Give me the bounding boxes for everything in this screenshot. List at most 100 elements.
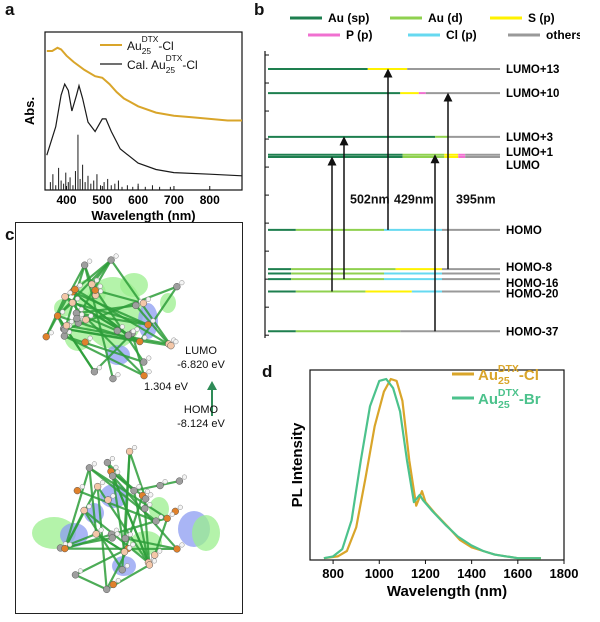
bond [72,301,149,326]
bond [88,466,168,520]
atom [107,256,115,264]
y-axis-label: Abs. [22,97,37,125]
legend-label: Au25DTX-Br [478,387,541,411]
atom [93,482,102,491]
bond [138,286,178,343]
panel-a-absorption-chart: 400 500 600 700 800 Wavelength (nm) Abs. Au25DT… [22,31,243,223]
bond [94,289,144,305]
hydrogen-atom [100,480,106,486]
hydrogen-atom [115,577,121,584]
x-tick-label: 1000 [365,566,394,581]
atom [120,548,129,556]
hydrogen-atom [77,282,83,288]
hydrogen-atom [74,296,80,302]
hydrogen-atom [48,330,54,336]
hydrogen-atom [79,311,85,318]
level-label: HOMO-8 [506,262,553,274]
hydrogen-atom [147,502,153,508]
x-tick-label: 800 [322,566,344,581]
hydrogen-atom [124,563,130,569]
hydrogen-atom [87,335,93,341]
level-label: HOMO-16 [506,278,558,290]
bond [74,288,172,347]
bond [96,486,108,590]
atom [91,286,99,294]
hydrogen-atom [94,277,100,283]
level-label: LUMO+10 [506,88,559,100]
hydrogen-atom [91,461,97,467]
hydrogen-atom [169,511,175,517]
legend-label: Au (sp) [328,11,369,25]
x-axis-label: Wavelength (nm) [91,208,195,223]
bond [143,508,151,566]
bond [63,335,145,377]
lumo-energy: -6.820 eV [177,359,225,371]
hydrogen-atom [67,542,73,548]
atom [62,321,71,330]
atom [61,293,69,301]
hydrogen-atom [158,514,164,520]
atom [60,332,69,340]
panel-c-orbital-figure: LUMO -6.820 eV 1.304 eV HOMO -8.124 eV [15,222,243,614]
hydrogen-atom [150,318,156,324]
hydrogen-atom [69,319,75,325]
homo-energy: -8.124 eV [177,418,225,430]
atom [144,321,152,329]
plot-frame [309,369,565,561]
bond [72,290,149,326]
level-label: LUMO+1 [506,147,554,159]
bond [88,467,98,535]
bond [106,462,151,566]
hydrogen-atom [148,492,154,498]
hydrogen-atom [114,531,120,537]
panel-b-energy-level-diagram: -5.0-5.5-6.0-6.5-7.0-7.5-8.0-8.5-9.0-9.5… [264,11,580,338]
hydrogen-atom [132,444,138,451]
hydrogen-atom [110,493,116,499]
bond [128,451,147,500]
atom [61,544,69,553]
atom [88,280,96,288]
plot-frame [44,31,243,191]
hydrogen-atom [98,288,104,294]
atom [141,504,149,513]
orbital-lobe [149,497,169,521]
hydrogen-atom [177,504,183,510]
transition-label: 502nm [350,193,390,207]
x-tick-label: 500 [92,193,112,207]
panel-label-b: b [254,0,265,19]
hydrogen-atom [96,365,102,371]
atom [81,338,89,346]
atom [109,374,117,383]
atom [113,327,121,335]
hydrogen-atom [115,372,121,378]
atom [109,472,117,480]
orbital-lobe [192,515,220,551]
bond [135,304,170,345]
atom [142,495,150,503]
hydrogen-atom [145,296,151,302]
level-label: LUMO+3 [506,132,553,144]
x-tick-label: 600 [128,193,148,207]
bond [56,259,112,317]
hydrogen-atom [127,531,133,537]
bond [90,283,145,363]
atom [136,337,144,346]
orbital-lobe [112,556,136,576]
bond [74,547,129,576]
hydrogen-atom [179,280,185,286]
panel-label-d: d [262,362,273,381]
bond [63,486,99,550]
level-label: HOMO [506,225,542,237]
panel-label-c: c [5,225,15,244]
bond [64,334,145,364]
atom [73,314,81,323]
hydrogen-atom [179,542,185,548]
atom [108,534,116,542]
hydrogen-atom [113,253,119,259]
hydrogen-atom [60,309,66,315]
hydrogen-atom [113,464,119,470]
hydrogen-atom [151,558,158,564]
hydrogen-atom [77,568,83,574]
hydrogen-atom [146,369,152,375]
x-axis-label: Wavelength (nm) [387,583,507,600]
